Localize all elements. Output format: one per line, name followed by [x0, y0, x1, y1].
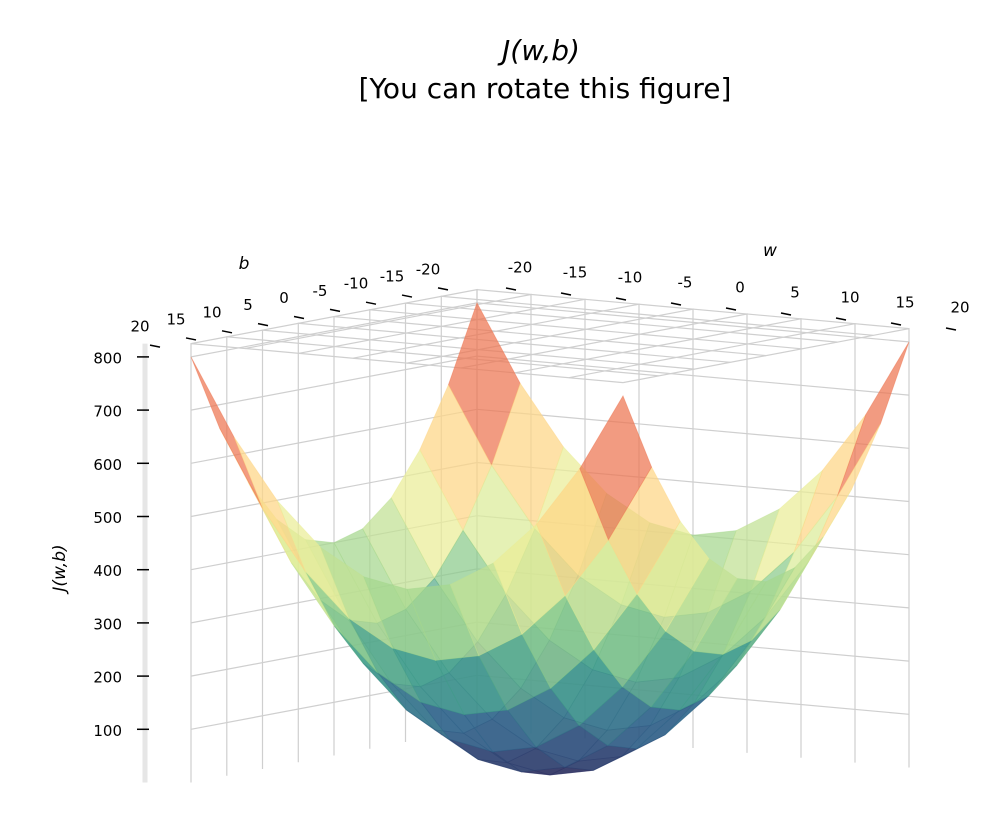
- y-tick-label: 15: [166, 310, 185, 328]
- x-tick: [670, 302, 682, 306]
- grid-line: [514, 318, 802, 758]
- y-tick-label: -10: [344, 275, 369, 293]
- y-tick-label: 20: [130, 318, 149, 336]
- surface: [190, 301, 910, 776]
- y-tick-label: -5: [313, 282, 328, 300]
- x-tick-label: 5: [790, 284, 800, 302]
- x-tick-label: -10: [618, 269, 643, 287]
- x-tick-label: 10: [840, 289, 859, 307]
- z-tick-label: 600: [93, 456, 122, 474]
- y-tick: [401, 294, 413, 298]
- x-tick: [725, 307, 737, 311]
- y-tick-label: 0: [279, 289, 289, 307]
- chart-title: J(w,b): [497, 34, 580, 67]
- y-tick-label: -20: [416, 260, 441, 278]
- grid-line: [622, 327, 910, 768]
- surface-patch: [233, 437, 307, 573]
- x-axis-label: w: [763, 241, 777, 261]
- x-tick: [945, 327, 957, 331]
- x-tick-label: -15: [563, 264, 588, 282]
- y-tick-label: 5: [243, 296, 253, 314]
- z-tick-label: 700: [93, 403, 122, 421]
- z-tick-label: 800: [93, 349, 122, 367]
- surface-patch: [579, 394, 653, 541]
- x-tick-label: 0: [735, 279, 745, 297]
- x-tick: [505, 287, 517, 291]
- x-tick: [615, 297, 627, 301]
- y-tick: [437, 287, 449, 291]
- z-tick-label: 500: [93, 509, 122, 527]
- z-tick-label: 100: [93, 722, 122, 740]
- y-tick: [293, 315, 305, 320]
- y-tick: [185, 337, 197, 341]
- x-tick-label: -5: [678, 274, 693, 292]
- y-tick: [329, 308, 341, 313]
- y-tick: [365, 301, 377, 305]
- chart-subtitle: [You can rotate this figure]: [359, 72, 732, 105]
- x-tick: [560, 292, 572, 296]
- y-tick: [221, 330, 233, 334]
- y-tick: [149, 344, 161, 348]
- z-axis-label: J(w,b): [50, 544, 70, 594]
- y-tick-label: 10: [202, 303, 221, 321]
- y-tick: [257, 322, 269, 327]
- x-tick: [835, 317, 847, 321]
- z-tick-label: 200: [93, 669, 122, 687]
- surface-patch: [836, 341, 910, 497]
- x-tick: [890, 322, 902, 326]
- x-tick-label: 15: [895, 294, 914, 312]
- y-tick-label: -15: [380, 268, 405, 286]
- grid-line: [568, 322, 856, 763]
- z-tick-label: 400: [93, 562, 122, 580]
- x-tick: [780, 312, 792, 316]
- z-tick-label: 300: [93, 615, 122, 633]
- x-tick-label: -20: [508, 259, 533, 277]
- y-axis-label: b: [239, 254, 250, 274]
- x-tick-label: 20: [950, 299, 969, 317]
